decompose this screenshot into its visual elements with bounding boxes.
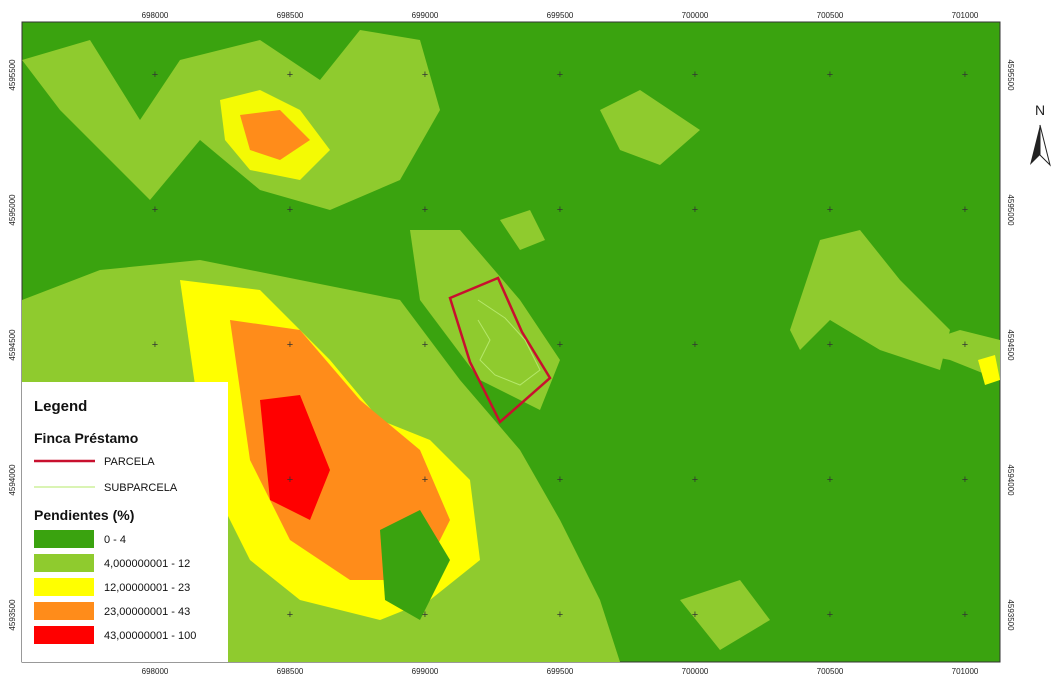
slope-patches bbox=[22, 30, 1000, 662]
patch bbox=[230, 320, 450, 580]
x-tick-label: 698500 bbox=[277, 667, 304, 676]
x-tick-label: 700500 bbox=[817, 667, 844, 676]
grid-cross: + bbox=[422, 69, 428, 81]
grid-cross: + bbox=[692, 339, 698, 351]
patch bbox=[260, 395, 330, 520]
patch bbox=[500, 210, 545, 250]
x-tick-label: 698000 bbox=[142, 667, 169, 676]
patch bbox=[978, 355, 1000, 385]
grid-cross: + bbox=[827, 474, 833, 486]
grid-cross: + bbox=[557, 69, 563, 81]
grid-cross: + bbox=[827, 609, 833, 621]
legend-group: Finca Préstamo bbox=[34, 430, 138, 446]
legend-label: 23,00000001 - 43 bbox=[104, 606, 190, 618]
x-tick-label: 701000 bbox=[952, 667, 979, 676]
patch bbox=[410, 230, 560, 410]
y-tick-label: 4595500 bbox=[1006, 59, 1015, 91]
grid-cross: + bbox=[962, 609, 968, 621]
grid-cross: + bbox=[287, 609, 293, 621]
grid-cross: + bbox=[557, 339, 563, 351]
grid-cross: + bbox=[557, 474, 563, 486]
patch bbox=[380, 510, 450, 620]
grid-cross: + bbox=[422, 204, 428, 216]
grid-cross: + bbox=[152, 204, 158, 216]
y-tick-label: 4594500 bbox=[8, 329, 17, 361]
legend-label: 43,00000001 - 100 bbox=[104, 630, 196, 642]
parcela-outline bbox=[448, 276, 552, 425]
x-tick-label: 700000 bbox=[682, 11, 709, 20]
patch bbox=[240, 110, 310, 160]
patch bbox=[790, 230, 950, 370]
grid-cross: + bbox=[962, 69, 968, 81]
x-tick-label: 698000 bbox=[142, 11, 169, 20]
y-tick-label: 4595000 bbox=[1006, 194, 1015, 226]
legend-label: PARCELA bbox=[104, 456, 155, 468]
grid-cross: + bbox=[962, 204, 968, 216]
legend-swatch bbox=[34, 578, 94, 596]
y-tick-label: 4594000 bbox=[8, 464, 17, 496]
x-tick-label: 699000 bbox=[412, 11, 439, 20]
grid-cross: + bbox=[287, 339, 293, 351]
grid-cross: + bbox=[692, 69, 698, 81]
grid-cross: + bbox=[827, 69, 833, 81]
grid-cross: + bbox=[422, 339, 428, 351]
north-label: N bbox=[1035, 102, 1045, 118]
grid-cross: + bbox=[287, 204, 293, 216]
grid-cross: + bbox=[827, 339, 833, 351]
x-tick-label: 700500 bbox=[817, 11, 844, 20]
x-tick-label: 700000 bbox=[682, 667, 709, 676]
north-arrow: N bbox=[1030, 102, 1051, 167]
grid-cross: + bbox=[962, 339, 968, 351]
legend-swatch bbox=[34, 554, 94, 572]
legend-label: 12,00000001 - 23 bbox=[104, 582, 190, 594]
patch bbox=[600, 90, 700, 165]
x-tick-label: 699000 bbox=[412, 667, 439, 676]
x-tick-label: 699500 bbox=[547, 11, 574, 20]
y-tick-label: 4594000 bbox=[1006, 464, 1015, 496]
legend-label: 4,000000001 - 12 bbox=[104, 558, 190, 570]
x-tick-label: 699500 bbox=[547, 667, 574, 676]
legend-label: 0 - 4 bbox=[104, 534, 126, 546]
legend-title: Legend bbox=[34, 398, 87, 415]
grid-cross: + bbox=[422, 609, 428, 621]
x-tick-label: 701000 bbox=[952, 11, 979, 20]
legend-swatch bbox=[34, 530, 94, 548]
patch bbox=[900, 330, 1000, 380]
legend-swatch bbox=[34, 602, 94, 620]
y-tick-label: 4595500 bbox=[8, 59, 17, 91]
patch bbox=[680, 580, 770, 650]
grid-cross: + bbox=[287, 69, 293, 81]
y-tick-label: 4593500 bbox=[1006, 599, 1015, 631]
grid-cross: + bbox=[692, 474, 698, 486]
grid-cross: + bbox=[287, 474, 293, 486]
grid-cross: + bbox=[692, 609, 698, 621]
grid-cross: + bbox=[557, 204, 563, 216]
legend-label: SUBPARCELA bbox=[104, 482, 178, 494]
grid-cross: + bbox=[692, 204, 698, 216]
grid-cross: + bbox=[827, 204, 833, 216]
legend-group: Pendientes (%) bbox=[34, 507, 134, 523]
grid-cross: + bbox=[152, 69, 158, 81]
x-tick-label: 698500 bbox=[277, 11, 304, 20]
grid-cross: + bbox=[557, 609, 563, 621]
grid-cross: + bbox=[422, 474, 428, 486]
grid-cross: + bbox=[962, 474, 968, 486]
grid-cross: + bbox=[152, 339, 158, 351]
y-tick-label: 4595000 bbox=[8, 194, 17, 226]
y-tick-label: 4594500 bbox=[1006, 329, 1015, 361]
subparcela-outline bbox=[477, 299, 541, 386]
legend-swatch bbox=[34, 626, 94, 644]
y-tick-label: 4593500 bbox=[8, 599, 17, 631]
